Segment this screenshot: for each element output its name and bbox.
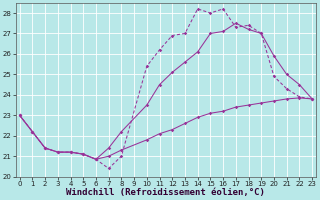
X-axis label: Windchill (Refroidissement éolien,°C): Windchill (Refroidissement éolien,°C) [67,188,265,197]
